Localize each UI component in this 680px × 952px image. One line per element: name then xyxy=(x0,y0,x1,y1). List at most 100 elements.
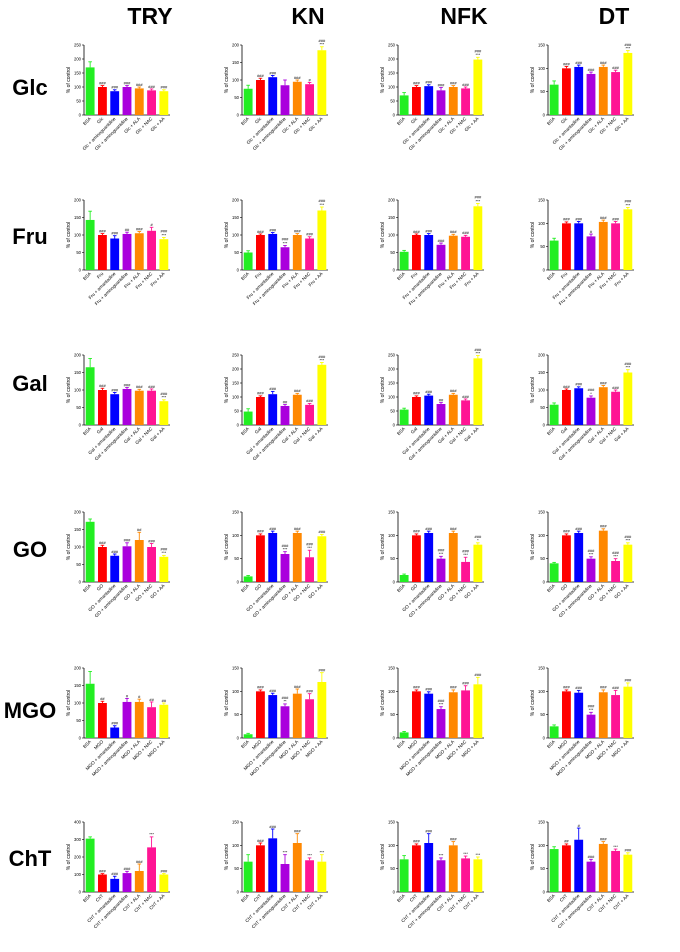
y-tick-label: 150 xyxy=(388,820,396,825)
category-label: BSA xyxy=(546,583,557,594)
y-tick-label: 0 xyxy=(543,736,546,741)
row-titles: Glc Fru Gal GO MGO ChT xyxy=(4,75,57,871)
bar-6 xyxy=(623,686,633,738)
bar-1 xyxy=(98,390,107,425)
significance-label: ### xyxy=(600,215,607,220)
y-tick-label: 0 xyxy=(79,113,82,118)
bar-1 xyxy=(562,390,571,425)
bar-2 xyxy=(110,238,120,270)
category-label: BSA xyxy=(82,116,93,127)
y-tick-label: 100 xyxy=(388,843,396,848)
y-tick-label: 150 xyxy=(388,510,396,515)
y-tick-label: 150 xyxy=(74,370,82,375)
category-label: Gal xyxy=(96,426,105,435)
bar-6 xyxy=(473,684,483,738)
y-tick-label: 50 xyxy=(390,409,395,414)
bar-2 xyxy=(574,533,584,582)
significance-label: ### xyxy=(99,383,106,388)
significance-label: ### xyxy=(111,549,118,554)
significance-label: ### xyxy=(425,687,432,692)
significance-label: *** xyxy=(320,202,325,207)
significance-label: ### xyxy=(563,61,570,66)
significance-label: ### xyxy=(575,685,582,690)
significance-label: ### xyxy=(124,538,131,543)
bar-4 xyxy=(448,235,458,270)
significance-label: ### xyxy=(450,685,457,690)
bar-3 xyxy=(436,90,446,115)
category-label: MGO xyxy=(557,739,569,751)
category-label: MGO xyxy=(251,739,263,751)
significance-label: ### xyxy=(269,386,276,391)
y-tick-label: 100 xyxy=(232,843,240,848)
bar-3 xyxy=(122,546,132,582)
category-label: BSA xyxy=(82,893,93,904)
bar-1 xyxy=(412,235,421,270)
category-label: Gal + AA xyxy=(613,426,630,443)
bar-2 xyxy=(424,533,434,582)
bar-4 xyxy=(448,394,458,425)
category-label: Fru xyxy=(410,271,419,280)
significance-label: ### xyxy=(282,543,289,548)
bar-3 xyxy=(586,236,596,270)
bar-0 xyxy=(85,367,95,425)
bar-4 xyxy=(134,390,144,425)
bar-2 xyxy=(110,555,120,582)
bar-3 xyxy=(436,244,446,270)
bar-1 xyxy=(98,547,107,582)
category-label: Gal + AA xyxy=(463,426,480,443)
y-axis-label: % of control xyxy=(66,222,72,248)
bar-3 xyxy=(122,873,132,892)
significance-label: ### xyxy=(413,229,420,234)
y-tick-label: 0 xyxy=(237,736,240,741)
bar-5 xyxy=(305,699,314,738)
significance-label: ### xyxy=(575,382,582,387)
bar-1 xyxy=(98,874,107,892)
significance-label: ### xyxy=(99,868,106,873)
y-axis-label: % of control xyxy=(380,690,386,716)
significance-label: ### xyxy=(600,380,607,385)
bar-1 xyxy=(562,845,571,892)
bar-3 xyxy=(436,558,446,582)
bar-1 xyxy=(256,845,265,892)
y-tick-label: 150 xyxy=(538,510,546,515)
bar-4 xyxy=(292,693,302,738)
category-label: Glc + AA xyxy=(463,116,480,133)
significance-label: ### xyxy=(563,217,570,222)
significance-label: ### xyxy=(319,198,326,203)
bar-5 xyxy=(147,230,156,270)
y-tick-label: 200 xyxy=(232,198,240,203)
bar-2 xyxy=(574,692,584,738)
bar-6 xyxy=(317,536,327,582)
significance-label: ### xyxy=(148,84,155,89)
significance-label: ### xyxy=(450,526,457,531)
significance-label: ### xyxy=(563,685,570,690)
bar-5 xyxy=(305,238,314,270)
category-label: GO xyxy=(254,583,263,592)
panel-fru-nfk: 0 50 100 150 200 % of control BSA ### Fru ### Fru … xyxy=(380,195,484,306)
bar-3 xyxy=(280,706,290,738)
significance-label: ### xyxy=(450,229,457,234)
significance-label: ### xyxy=(269,227,276,232)
y-tick-label: 0 xyxy=(237,890,240,895)
panel-gal-dt: 0 50 100 150 200 % of control BSA ### Gal ### Gal … xyxy=(530,353,634,461)
y-tick-label: 100 xyxy=(74,545,82,550)
significance-label: ### xyxy=(257,391,264,396)
y-tick-label: 150 xyxy=(538,198,546,203)
category-label: Glc + AA xyxy=(613,116,630,133)
y-tick-label: 50 xyxy=(234,250,239,255)
y-tick-label: 0 xyxy=(543,890,546,895)
y-tick-label: 150 xyxy=(538,43,546,48)
significance-label: ### xyxy=(425,228,432,233)
panel-glc-nfk: 0 50 100 150 200 250 % of control BSA ### Glc ### G… xyxy=(380,43,484,151)
significance-label: ### xyxy=(294,388,301,393)
significance-label: ### xyxy=(575,216,582,221)
significance-label: *** xyxy=(439,551,444,556)
bar-0 xyxy=(399,575,409,582)
y-axis-label: % of control xyxy=(66,377,72,403)
category-label: Glc + AA xyxy=(307,116,324,133)
significance-label: ### xyxy=(124,80,131,85)
bar-1 xyxy=(98,703,107,738)
category-label: MGO xyxy=(93,739,105,751)
significance-label: *** xyxy=(476,52,481,57)
